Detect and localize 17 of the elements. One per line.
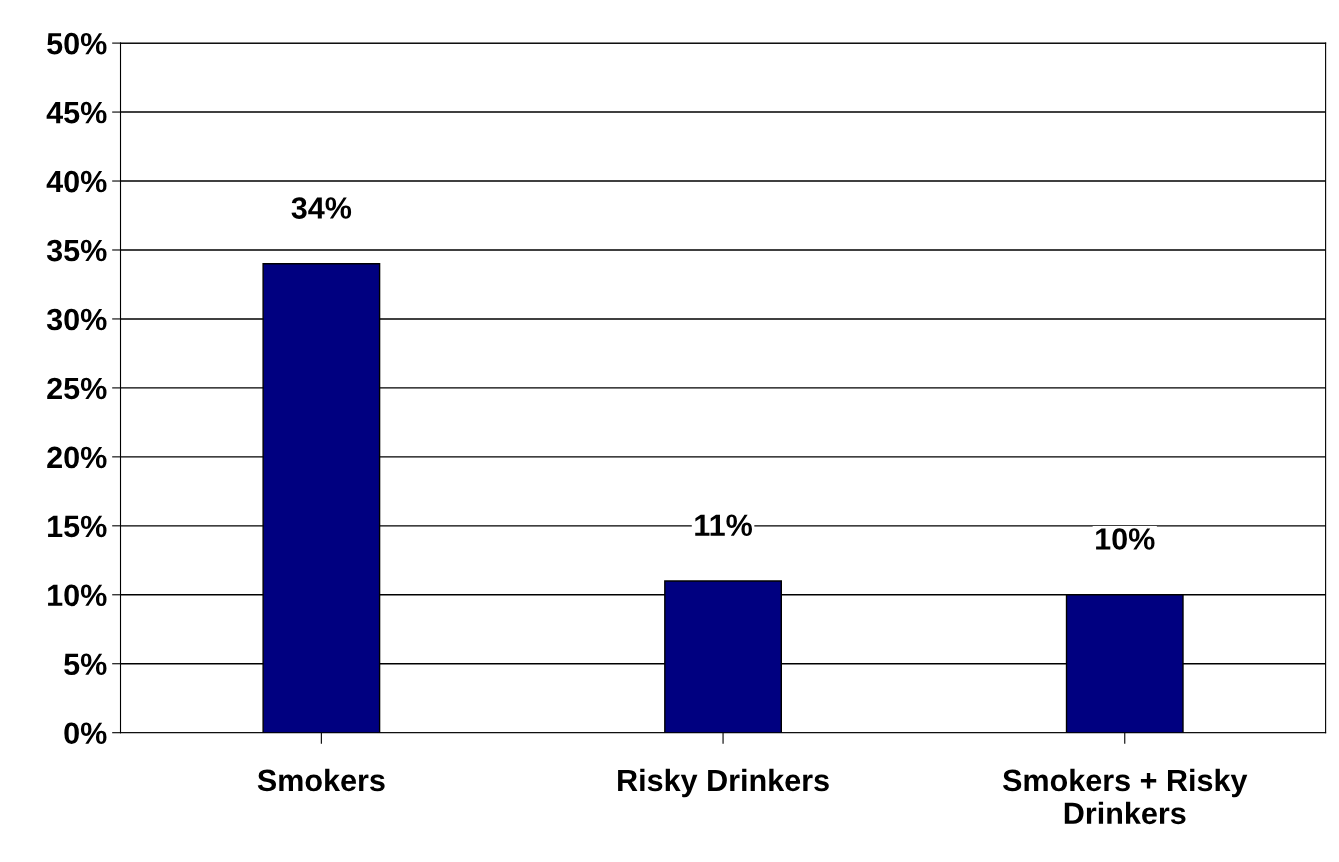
y-tick-label: 45% [46, 101, 107, 124]
y-tick-label: 35% [46, 239, 107, 262]
data-label: 34% [291, 197, 352, 219]
x-tick-label: Smokers + Risky Drinkers [1002, 768, 1248, 825]
y-tick-label: 20% [47, 446, 107, 469]
data-label: 10% [1096, 528, 1155, 550]
y-tick-label: 40% [46, 170, 107, 193]
y-tick-label: 10% [48, 584, 107, 607]
y-tick-label: 5% [64, 653, 107, 676]
y-tick-label: 25% [47, 377, 107, 400]
y-tick-label: 15% [48, 515, 107, 538]
x-tick-label: Risky Drinkers [618, 768, 829, 798]
y-tick-label: 50% [47, 32, 107, 55]
x-tick-label: Smokers [257, 768, 385, 792]
y-tick-label: 0% [64, 722, 107, 745]
y-tick-label: 30% [46, 308, 107, 331]
data-label: 11% [695, 514, 752, 536]
